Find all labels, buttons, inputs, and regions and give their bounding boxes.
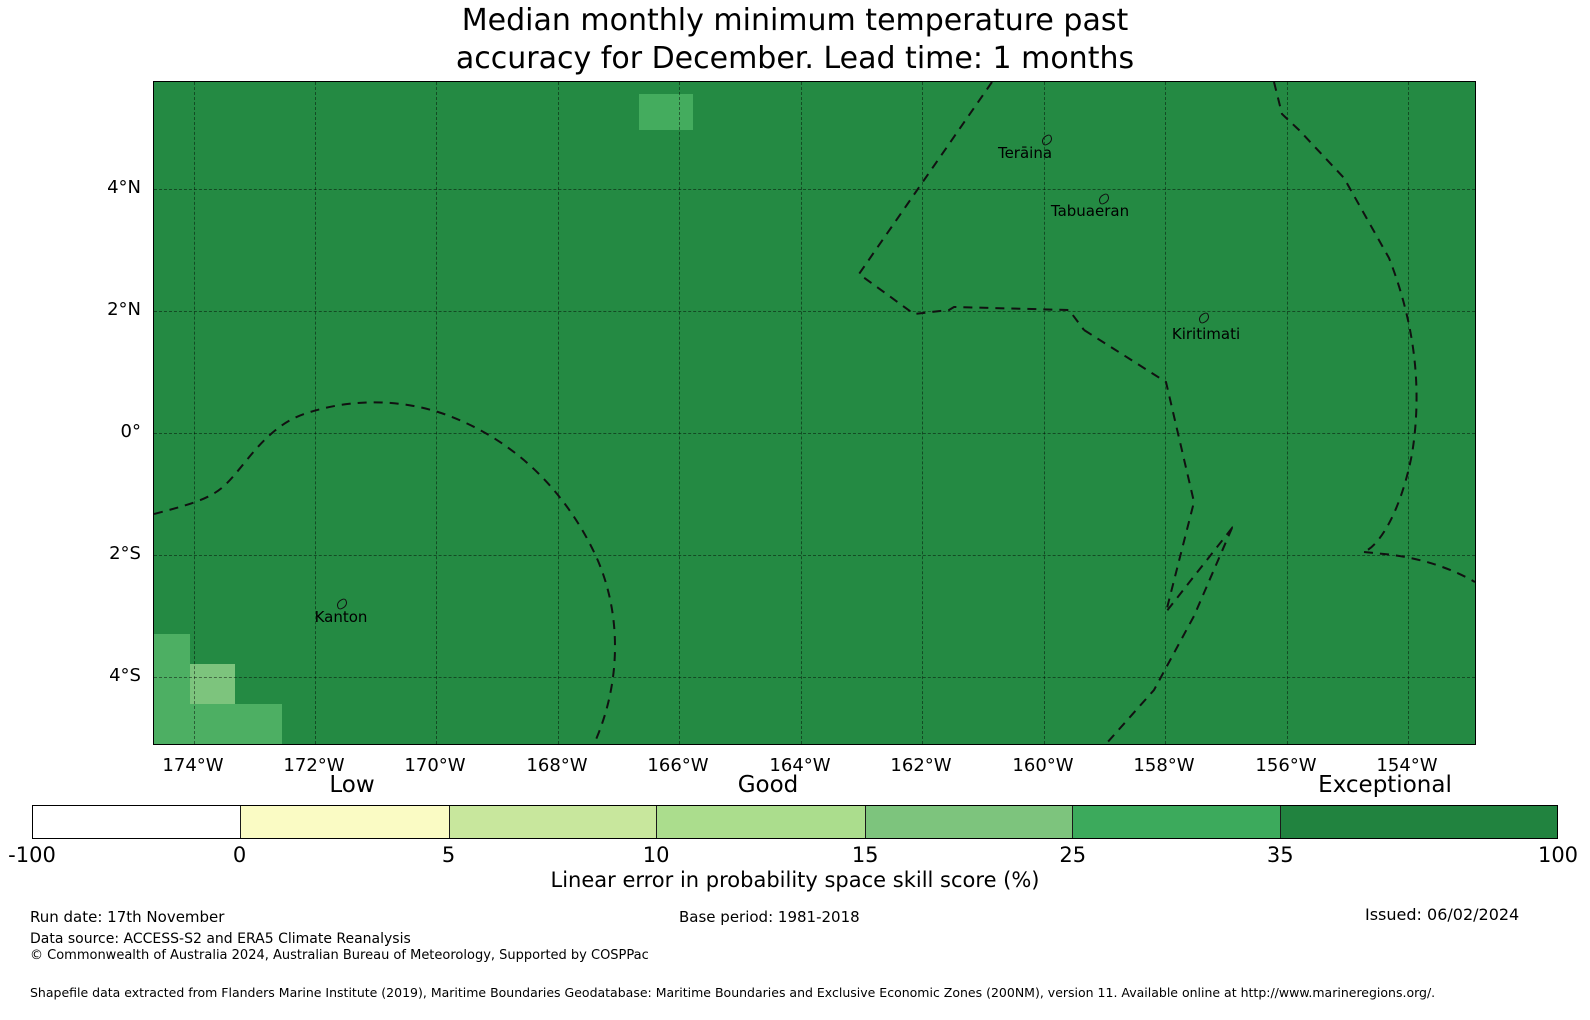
x-axis-tick-label: 160°W [1012, 755, 1074, 776]
gridline-vertical [1165, 82, 1166, 744]
gridline-vertical [558, 82, 559, 744]
x-axis-tick-label: 154°W [1376, 755, 1438, 776]
gridline-vertical [1044, 82, 1045, 744]
skill-score-cell [154, 671, 190, 708]
colorbar-tick-label: 10 [642, 843, 670, 867]
colorbar-tick-label: 100 [1537, 843, 1579, 867]
colorbar-tick-label: 35 [1266, 843, 1294, 867]
colorbar-tick-label: 5 [441, 843, 456, 867]
y-axis-tick-label: 4°S [109, 665, 141, 686]
gridline-horizontal [154, 189, 1475, 190]
page-title: Median monthly minimum temperature past … [455, 3, 1135, 76]
y-axis-tick-label: 0° [120, 421, 141, 442]
gridline-horizontal [154, 311, 1475, 312]
gridline-vertical [315, 82, 316, 744]
island-label: Kanton [314, 608, 368, 626]
colorbar-tick-label: 25 [1059, 843, 1087, 867]
x-axis-tick-label: 158°W [1133, 755, 1195, 776]
x-axis-tick-label: 156°W [1255, 755, 1317, 776]
colorbar-segment [449, 806, 657, 838]
copyright-text: © Commonwealth of Australia 2024, Austra… [30, 948, 649, 963]
eez-boundary-lines [154, 82, 1475, 744]
island-label: Tabuaeran [1050, 202, 1130, 220]
gridline-vertical [1408, 82, 1409, 744]
map-raster: Terāina Tabuaeran Kiritimati Kanton [154, 82, 1475, 744]
base-period-text: Base period: 1981-2018 [679, 908, 860, 926]
x-axis-tick-label: 174°W [162, 755, 224, 776]
x-axis-tick-label: 172°W [283, 755, 345, 776]
run-date-text: Run date: 17th November [30, 908, 225, 926]
colorbar-segment [865, 806, 1073, 838]
x-axis-tick-label: 166°W [647, 755, 709, 776]
gridline-vertical [1287, 82, 1288, 744]
data-source-text: Data source: ACCESS-S2 and ERA5 Climate … [30, 931, 411, 947]
colorbar-segment [656, 806, 866, 838]
island-label: Kiritimati [1171, 325, 1241, 343]
x-axis-tick-label: 170°W [404, 755, 466, 776]
colorbar-tick-label: -100 [8, 843, 56, 867]
x-axis-tick-label: 162°W [890, 755, 952, 776]
colorbar-segment [1072, 806, 1280, 838]
colorbar-axis-label: Linear error in probability space skill … [550, 868, 1040, 892]
issued-date-text: Issued: 06/02/2024 [1365, 905, 1520, 924]
shapefile-attribution-text: Shapefile data extracted from Flanders M… [30, 985, 1436, 1000]
gridline-vertical [436, 82, 437, 744]
colorbar-qualitative-label: Exceptional [1318, 772, 1452, 798]
gridline-vertical [922, 82, 923, 744]
x-axis-tick-label: 164°W [769, 755, 831, 776]
gridline-vertical [194, 82, 195, 744]
x-axis-tick-label: 168°W [526, 755, 588, 776]
gridline-horizontal [154, 433, 1475, 434]
gridline-horizontal [154, 677, 1475, 678]
colorbar-tick-label: 15 [851, 843, 879, 867]
colorbar-qualitative-label: Good [737, 772, 799, 798]
colorbar-tick-label: 0 [232, 843, 247, 867]
skill-score-cell [190, 664, 235, 704]
colorbar[interactable] [32, 805, 1558, 839]
skill-score-cell [190, 704, 282, 744]
gridline-horizontal [154, 555, 1475, 556]
skill-score-cell [639, 94, 693, 130]
y-axis-tick-label: 2°N [107, 299, 141, 320]
colorbar-segment [1279, 806, 1557, 838]
colorbar-qualitative-label: Low [329, 772, 375, 798]
skill-score-cell [154, 634, 190, 671]
colorbar-segment [240, 806, 450, 838]
island-label: Terāina [997, 144, 1053, 162]
y-axis-tick-label: 4°N [107, 177, 141, 198]
colorbar-segment [33, 806, 241, 838]
y-axis-tick-label: 2°S [109, 543, 141, 564]
gridline-vertical [679, 82, 680, 744]
map-panel[interactable]: Terāina Tabuaeran Kiritimati Kanton [153, 81, 1476, 745]
gridline-vertical [801, 82, 802, 744]
